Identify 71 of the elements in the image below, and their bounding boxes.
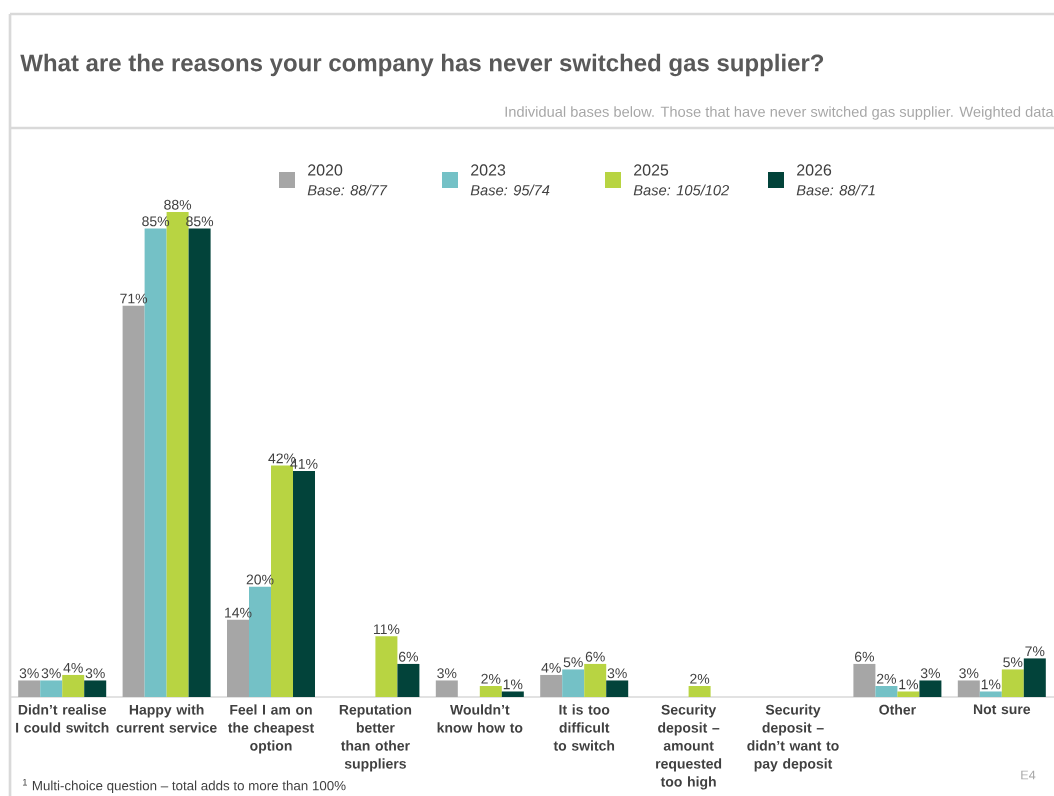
bar bbox=[584, 663, 607, 697]
bar bbox=[540, 674, 563, 697]
x-tick-label: Security deposit – didn’t want to pay deposit bbox=[747, 704, 839, 772]
bar bbox=[1023, 658, 1046, 697]
text: Base: 88/71 bbox=[796, 184, 875, 196]
bar bbox=[40, 680, 63, 697]
data-label: 6% bbox=[585, 651, 605, 662]
data-label: 5% bbox=[1003, 657, 1023, 668]
data-label: 3% bbox=[85, 668, 105, 679]
bar bbox=[957, 680, 980, 697]
legend-label: 2026 bbox=[797, 164, 832, 176]
x-tick-label: Security deposit – amount requested too high bbox=[656, 704, 722, 790]
data-label: 6% bbox=[399, 651, 419, 662]
bar bbox=[562, 669, 585, 697]
data-label: 2% bbox=[690, 673, 710, 684]
text: Base: 95/74 bbox=[470, 184, 550, 196]
bar bbox=[227, 619, 250, 697]
data-label: 3% bbox=[41, 668, 61, 679]
data-label: 1% bbox=[503, 679, 523, 690]
data-label: 3% bbox=[437, 668, 457, 679]
data-label: 1% bbox=[899, 679, 919, 690]
data-label: 7% bbox=[1025, 646, 1045, 657]
legend-label: 2025 bbox=[634, 164, 669, 176]
text: $^{1}$ Multi-choice question – total adds to more than 100% bbox=[22, 778, 346, 793]
data-label: 4% bbox=[63, 662, 83, 673]
legend-label: 2020 bbox=[308, 164, 343, 176]
bar bbox=[1001, 669, 1024, 697]
text: E4 bbox=[1021, 770, 1036, 780]
bar bbox=[18, 680, 41, 697]
data-label: 5% bbox=[563, 657, 583, 668]
data-label: 3% bbox=[607, 668, 627, 679]
bar bbox=[375, 636, 398, 697]
x-tick-label: Not sure bbox=[973, 704, 1031, 715]
chart-title: What are the reasons your company has never switched gas supplier? bbox=[20, 53, 824, 77]
x-tick-label: It is too difficult to switch bbox=[553, 704, 615, 751]
data-label: 6% bbox=[855, 651, 875, 662]
data-label: 1% bbox=[981, 679, 1001, 690]
bar bbox=[919, 680, 942, 697]
data-label: 4% bbox=[541, 662, 561, 673]
bar bbox=[188, 228, 211, 697]
x-tick-label: Other bbox=[879, 704, 916, 715]
data-label: 11% bbox=[373, 624, 400, 635]
bar bbox=[479, 685, 502, 697]
data-label: 3% bbox=[19, 668, 39, 679]
x-tick-label: Didn’t realise I could switch bbox=[16, 704, 109, 733]
bar bbox=[606, 680, 629, 697]
bar bbox=[688, 685, 711, 697]
data-label: 3% bbox=[920, 668, 941, 679]
data-label: 2% bbox=[481, 673, 501, 684]
bar bbox=[84, 680, 107, 697]
bar bbox=[397, 663, 420, 697]
bar bbox=[979, 691, 1002, 697]
bar bbox=[853, 663, 876, 697]
data-label: 2% bbox=[877, 673, 897, 684]
data-label: 3% bbox=[959, 668, 979, 679]
x-tick-label: Wouldn’t know how to bbox=[437, 704, 523, 733]
bar bbox=[122, 305, 145, 697]
chart-subtitle: Individual bases below. Those that have never switched gas supplier. Weighted data bbox=[505, 106, 1054, 120]
x-tick-label: Reputation better than other suppliers bbox=[339, 704, 412, 772]
x-tick-label: Happy with current service bbox=[116, 704, 217, 733]
bar bbox=[501, 691, 524, 697]
bar bbox=[435, 680, 458, 697]
bar bbox=[62, 674, 85, 697]
bar bbox=[897, 691, 920, 697]
text: Base: 88/77 bbox=[307, 184, 388, 196]
text: Base: 105/102 bbox=[633, 184, 729, 196]
legend-label: 2023 bbox=[471, 164, 506, 176]
bar bbox=[293, 471, 316, 697]
bar bbox=[875, 685, 898, 697]
data-label: 88% bbox=[164, 199, 192, 210]
x-tick-label: Feel I am on the cheapest option bbox=[227, 704, 315, 754]
